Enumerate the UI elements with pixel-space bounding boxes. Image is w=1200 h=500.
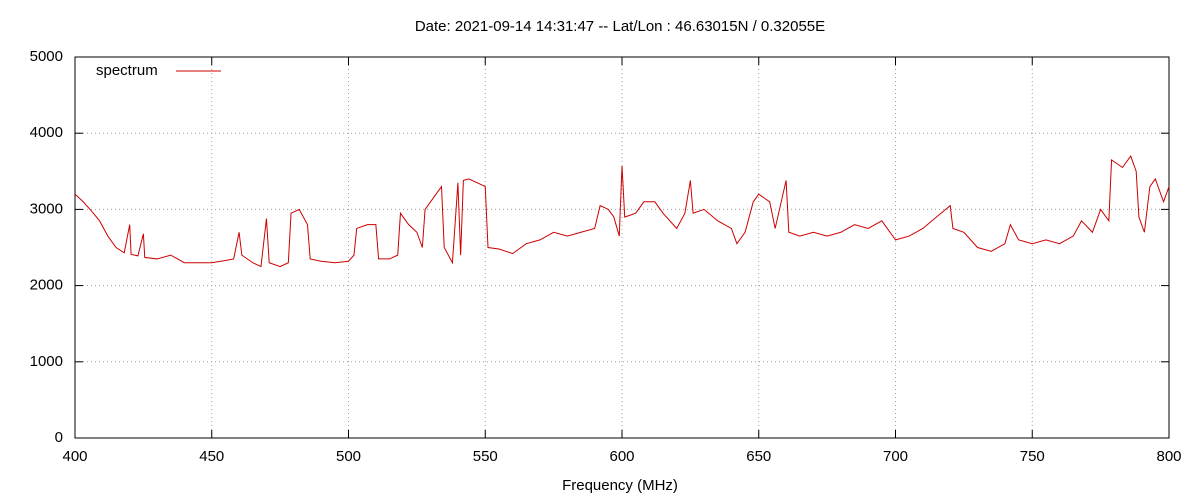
data-line — [74, 154, 1170, 268]
plot-frame — [74, 56, 1170, 439]
y-tick-label: 0 — [55, 429, 63, 446]
x-tick-label: 400 — [62, 448, 87, 465]
y-tick-label: 2000 — [30, 277, 63, 294]
x-tick-label: 700 — [883, 448, 908, 465]
x-tick-label: 450 — [199, 448, 224, 465]
x-tick-label: 650 — [746, 448, 771, 465]
x-tick-label: 500 — [336, 448, 361, 465]
y-tick-label: 5000 — [30, 48, 63, 65]
x-tick-label: 550 — [473, 448, 498, 465]
x-tick-label: 600 — [609, 448, 634, 465]
legend-label: spectrum — [96, 62, 158, 79]
x-tick-label: 750 — [1020, 448, 1045, 465]
y-tick-label: 3000 — [30, 200, 63, 217]
chart-title: Date: 2021-09-14 14:31:47 -- Lat/Lon : 4… — [415, 18, 825, 35]
y-tick-label: 1000 — [30, 353, 63, 370]
x-tick-label: 800 — [1156, 448, 1181, 465]
x-axis-label: Frequency (MHz) — [562, 477, 678, 494]
y-tick-label: 4000 — [30, 124, 63, 141]
